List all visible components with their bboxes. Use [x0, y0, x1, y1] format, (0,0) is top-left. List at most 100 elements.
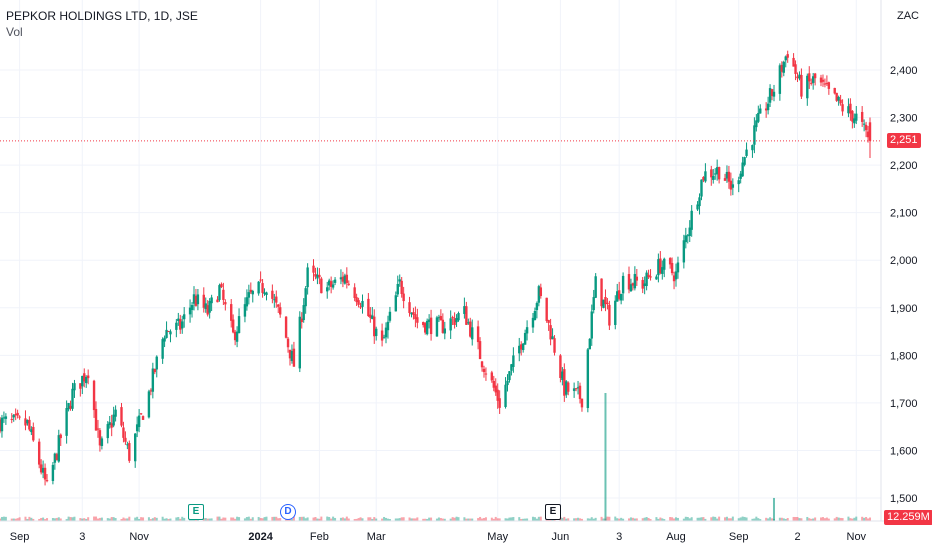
candle-body [855, 113, 858, 121]
candle-body [422, 322, 425, 326]
volume-bar [398, 518, 401, 521]
candle-body [494, 385, 497, 393]
candle-body [43, 467, 47, 480]
candle-body [451, 317, 454, 319]
candle-body [731, 184, 735, 188]
volume-bar [128, 516, 131, 521]
volume-bar [85, 518, 88, 521]
candle-body [512, 355, 515, 368]
candle-body [26, 419, 29, 424]
candle-body [521, 343, 525, 351]
volume-bar [251, 517, 254, 521]
volume-legend[interactable]: Vol [6, 25, 23, 39]
candle-body [860, 111, 864, 122]
volume-bar [55, 517, 58, 521]
volume-bar [155, 517, 158, 521]
volume-bar [67, 516, 70, 521]
candle-body [177, 318, 180, 321]
candle-body [561, 371, 564, 380]
volume-bar [618, 518, 621, 521]
volume-bar [175, 517, 178, 521]
volume-bar [698, 517, 701, 521]
volume-bar [710, 517, 713, 521]
volume-bar [396, 518, 399, 521]
volume-bar [261, 518, 264, 521]
volume-bar [467, 518, 470, 521]
earnings-event-marker[interactable]: E [545, 504, 561, 520]
dividend-event-marker[interactable]: D [280, 504, 296, 520]
volume-bar [812, 518, 815, 521]
symbol-title[interactable]: PEPKOR HOLDINGS LTD, 1D, JSE [6, 9, 198, 23]
candle-body [106, 424, 109, 439]
volume-bar [453, 517, 456, 521]
candle-body [504, 384, 507, 408]
volume-bar [627, 518, 630, 521]
currency-label[interactable]: ZAC [897, 10, 919, 22]
price-axis[interactable]: 2,400 2,300 2,200 2,100 2,000 1,900 1,800 1,700… [890, 65, 918, 505]
candle-body [288, 349, 292, 359]
candle-body [686, 235, 689, 237]
candle-body [617, 290, 621, 299]
volume-bar [430, 517, 433, 521]
candle-body [457, 313, 460, 321]
candle-body [547, 320, 550, 323]
volume-bar [138, 519, 141, 521]
volume-bar [437, 517, 440, 521]
candle-body [768, 88, 772, 103]
volume-bar [347, 518, 350, 521]
candle-body [220, 283, 223, 288]
candle-body [218, 285, 221, 300]
volume-bar [506, 518, 509, 521]
volume-bar [122, 517, 125, 521]
volume-bar [827, 518, 830, 521]
volume-bar [606, 516, 609, 521]
candle-body [373, 316, 376, 337]
volume-bar [263, 517, 266, 521]
earnings-event-marker[interactable]: E [188, 504, 204, 520]
candle-body [839, 99, 842, 104]
candle-body [194, 295, 198, 306]
candle-body [439, 316, 443, 321]
volume-bar [26, 519, 29, 521]
candle-body [284, 316, 288, 338]
volume-bar [367, 517, 370, 521]
candle-body [412, 312, 415, 315]
candle-body [79, 383, 82, 389]
time-axis[interactable]: Sep 3 Nov 2024 Feb Mar May Jun 3 Aug Sep 2 Nov [10, 531, 867, 543]
volume-bar [28, 516, 31, 521]
volume-bar [169, 518, 172, 521]
volume-bar [142, 517, 145, 521]
candle-body [32, 426, 35, 441]
x-tick-label: Mar [367, 531, 386, 543]
volume-bar [508, 517, 511, 521]
volume-bar [224, 517, 227, 521]
volume-bar [424, 518, 427, 521]
volume-bar [12, 518, 15, 521]
volume-bar [757, 518, 760, 521]
candle-body [357, 300, 360, 305]
candle-body [100, 438, 104, 446]
candle-body [751, 145, 754, 151]
volume-bar [408, 517, 411, 521]
volume-bar [124, 518, 127, 521]
volume-bar [533, 517, 536, 521]
volume-bar [716, 518, 719, 521]
y-tick-label: 1,900 [890, 303, 918, 315]
candle-body [712, 176, 715, 180]
volume-bars [0, 393, 871, 521]
candle-body [659, 258, 662, 274]
candle-body [277, 304, 280, 307]
volume-bar [594, 517, 597, 521]
volume-bar [451, 517, 454, 521]
volume-bar [847, 516, 850, 521]
candle-body [811, 76, 815, 83]
candle-body [41, 467, 45, 473]
candle-body [745, 149, 748, 156]
candle-body [265, 292, 268, 296]
candle-body [608, 304, 611, 326]
volume-bar [659, 517, 662, 521]
candle-body [545, 297, 548, 321]
volume-bar [24, 516, 27, 521]
volume-bar [782, 518, 785, 521]
